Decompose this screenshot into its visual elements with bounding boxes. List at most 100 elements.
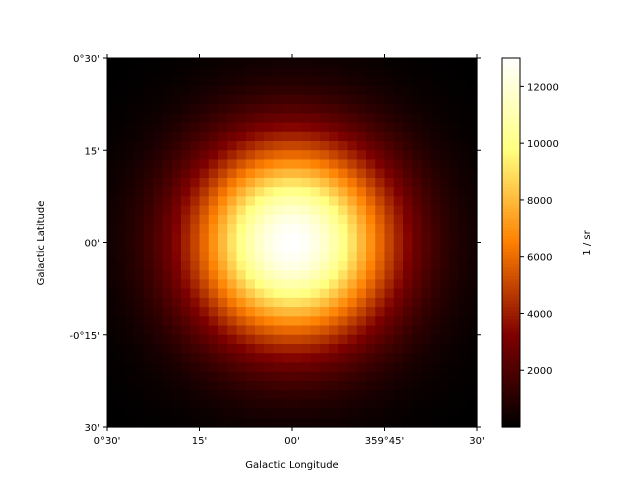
- heatmap-cell: [208, 408, 219, 419]
- heatmap-cell: [181, 279, 191, 290]
- heatmap-cell: [236, 233, 247, 244]
- heatmap-cell: [393, 224, 404, 234]
- heatmap-cell: [255, 316, 265, 327]
- heatmap-cell: [310, 408, 321, 419]
- colorbar-step: [502, 177, 520, 182]
- heatmap-cell: [218, 297, 228, 308]
- heatmap-cell: [366, 224, 376, 234]
- heatmap-cell: [347, 408, 358, 419]
- heatmap-cell: [273, 408, 284, 419]
- heatmap-cell: [421, 177, 432, 188]
- heatmap-cell: [236, 214, 247, 225]
- heatmap-cell: [107, 362, 117, 373]
- heatmap-cell: [412, 196, 423, 207]
- heatmap-cell: [153, 187, 164, 197]
- heatmap-cell: [366, 251, 376, 262]
- heatmap-cell: [208, 242, 219, 253]
- heatmap-cell: [236, 67, 247, 78]
- heatmap-cell: [134, 316, 145, 327]
- heatmap-cell: [218, 251, 228, 262]
- heatmap-cell: [338, 67, 349, 78]
- heatmap-cell: [218, 307, 228, 317]
- heatmap-cell: [366, 85, 376, 96]
- heatmap-cell: [310, 205, 321, 216]
- heatmap-cell: [430, 399, 441, 410]
- heatmap-cell: [245, 307, 256, 317]
- heatmap-cell: [199, 94, 210, 105]
- heatmap-cell: [458, 307, 469, 317]
- heatmap-cell: [421, 141, 432, 151]
- heatmap-cell: [125, 334, 136, 345]
- heatmap-cell: [255, 168, 265, 179]
- heatmap-cell: [208, 270, 219, 280]
- heatmap-cell: [292, 380, 302, 391]
- heatmap-cell: [440, 288, 450, 299]
- heatmap-cell: [162, 141, 173, 151]
- heatmap-cell: [356, 251, 367, 262]
- heatmap-cell: [218, 242, 228, 253]
- heatmap-cell: [301, 67, 312, 78]
- heatmap-cell: [310, 380, 321, 391]
- heatmap-cell: [310, 353, 321, 364]
- heatmap-cell: [458, 94, 469, 105]
- heatmap-cell: [403, 251, 413, 262]
- heatmap-cell: [171, 141, 182, 151]
- heatmap-cell: [301, 362, 312, 373]
- heatmap-cell: [134, 214, 145, 225]
- heatmap-cell: [310, 316, 321, 327]
- heatmap-cell: [218, 159, 228, 170]
- heatmap-cell: [255, 307, 265, 317]
- heatmap-cell: [430, 242, 441, 253]
- heatmap-cell: [393, 58, 404, 68]
- heatmap-cell: [440, 362, 450, 373]
- heatmap-cell: [412, 399, 423, 410]
- heatmap-cell: [245, 251, 256, 262]
- heatmap-cell: [181, 85, 191, 96]
- heatmap-cell: [440, 390, 450, 400]
- heatmap-cell: [245, 260, 256, 271]
- heatmap-cell: [403, 196, 413, 207]
- heatmap-cell: [310, 297, 321, 308]
- heatmap-cell: [403, 150, 413, 161]
- heatmap-cell: [356, 353, 367, 364]
- heatmap-cell: [227, 242, 238, 253]
- heatmap-cell: [292, 233, 302, 244]
- heatmap-cell: [218, 260, 228, 271]
- heatmap-cell: [430, 297, 441, 308]
- heatmap-cell: [116, 177, 127, 188]
- heatmap-cell: [218, 94, 228, 105]
- heatmap-cell: [384, 58, 395, 68]
- heatmap-cell: [301, 94, 312, 105]
- colorbar-step: [502, 331, 520, 336]
- heatmap-cell: [116, 260, 127, 271]
- heatmap-cell: [181, 233, 191, 244]
- heatmap-cell: [467, 316, 478, 327]
- heatmap-cell: [181, 288, 191, 299]
- heatmap-cell: [107, 187, 117, 197]
- heatmap-cell: [440, 113, 450, 124]
- heatmap-cell: [153, 67, 164, 78]
- heatmap-cell: [319, 187, 330, 197]
- colorbar-step: [502, 224, 520, 228]
- heatmap-cell: [190, 104, 201, 114]
- heatmap-cell: [403, 260, 413, 271]
- heatmap-cell: [292, 214, 302, 225]
- heatmap-cell: [255, 371, 265, 382]
- heatmap-cell: [282, 408, 293, 419]
- heatmap-cell: [384, 131, 395, 142]
- heatmap-cell: [181, 297, 191, 308]
- heatmap-cell: [116, 334, 127, 345]
- heatmap-cell: [134, 196, 145, 207]
- colorbar-step: [502, 181, 520, 185]
- heatmap-cell: [319, 279, 330, 290]
- heatmap-cell: [403, 288, 413, 299]
- heatmap-cell: [375, 316, 386, 327]
- heatmap-cell: [190, 408, 201, 419]
- heatmap-cell: [338, 122, 349, 133]
- heatmap-cell: [356, 76, 367, 87]
- heatmap-cell: [430, 316, 441, 327]
- colorbar-step: [502, 279, 520, 284]
- heatmap-cell: [153, 251, 164, 262]
- heatmap-cell: [347, 67, 358, 78]
